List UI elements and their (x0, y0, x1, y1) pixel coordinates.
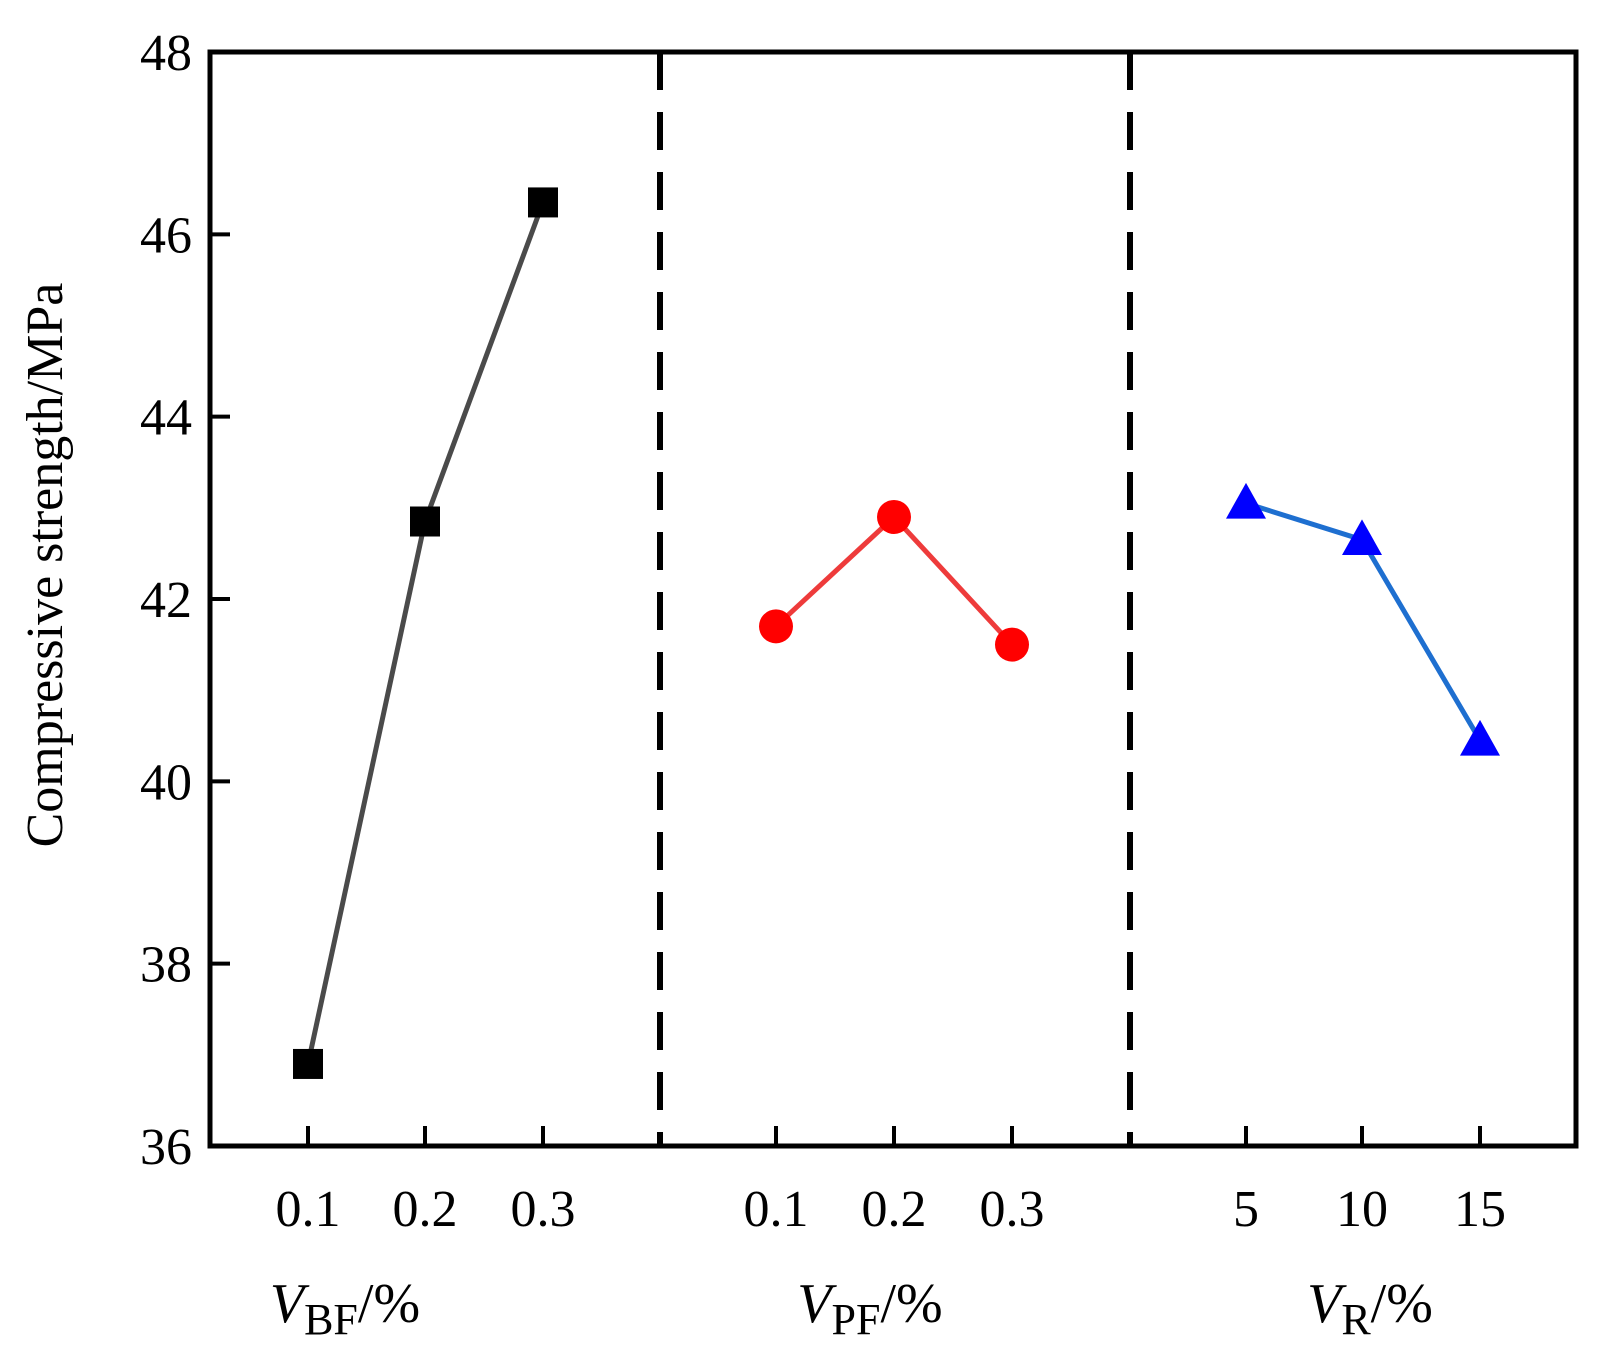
data-point-PF-0.1 (759, 609, 793, 644)
series-layer (293, 187, 1500, 1079)
data-point-R-5 (1226, 482, 1266, 519)
group-label-sub-R: R (1341, 1295, 1371, 1344)
y-axis-ticks: 36 38 40 42 44 46 48 (140, 25, 230, 1176)
y-tick-label-44: 44 (140, 390, 192, 447)
x-tick-label-BF-0.1: 0.1 (276, 1181, 341, 1238)
group-label-BF: VBF/% (270, 1273, 420, 1344)
x-tick-label-R-10: 10 (1336, 1181, 1388, 1238)
group-label-sub-PF: PF (832, 1295, 881, 1344)
series-line-BF (305, 201, 546, 1065)
y-tick-label-46: 46 (140, 207, 192, 264)
group-label-main-R: V (1307, 1273, 1347, 1335)
x-axis-ticks: 0.1 0.2 0.3 0.1 0.2 0.3 5 10 15 (276, 1126, 1506, 1238)
data-point-BF-0.3 (528, 187, 558, 218)
x-tick-label-PF-0.2: 0.2 (862, 1181, 927, 1238)
group-label-main-PF: V (797, 1273, 837, 1335)
x-tick-label-R-15: 15 (1454, 1181, 1506, 1238)
y-tick-label-38: 38 (140, 937, 192, 994)
y-tick-label-36: 36 (140, 1119, 192, 1176)
group-label-PF: VPF/% (797, 1273, 942, 1344)
data-point-PF-0.3 (995, 627, 1029, 662)
y-tick-label-42: 42 (140, 572, 192, 629)
data-point-PF-0.2 (877, 499, 911, 534)
group-label-main-BF: V (270, 1273, 310, 1335)
x-group-labels: VBF/% VPF/% VR/% (270, 1273, 1433, 1344)
y-axis-title: Compressive strength/MPa (17, 283, 74, 848)
x-tick-label-BF-0.3: 0.3 (511, 1181, 576, 1238)
plot-frame (207, 49, 1579, 1149)
y-tick-label-40: 40 (140, 754, 192, 811)
x-tick-label-R-5: 5 (1233, 1181, 1259, 1238)
group-label-suffix-R: /% (1371, 1273, 1433, 1335)
data-point-BF-0.1 (293, 1048, 323, 1079)
plot-area (207, 49, 1579, 1149)
x-tick-label-PF-0.3: 0.3 (980, 1181, 1045, 1238)
group-label-sub-BF: BF (304, 1295, 358, 1344)
data-point-BF-0.2 (410, 506, 440, 537)
group-label-R: VR/% (1307, 1273, 1433, 1344)
y-tick-label-48: 48 (140, 25, 192, 82)
x-tick-label-PF-0.1: 0.1 (744, 1181, 809, 1238)
group-label-suffix-PF: /% (880, 1273, 942, 1335)
group-label-suffix-BF: /% (358, 1273, 420, 1335)
data-point-R-10 (1342, 519, 1382, 556)
data-point-R-15 (1460, 719, 1500, 756)
x-tick-label-BF-0.2: 0.2 (393, 1181, 458, 1238)
series-line-PF (774, 513, 1014, 647)
